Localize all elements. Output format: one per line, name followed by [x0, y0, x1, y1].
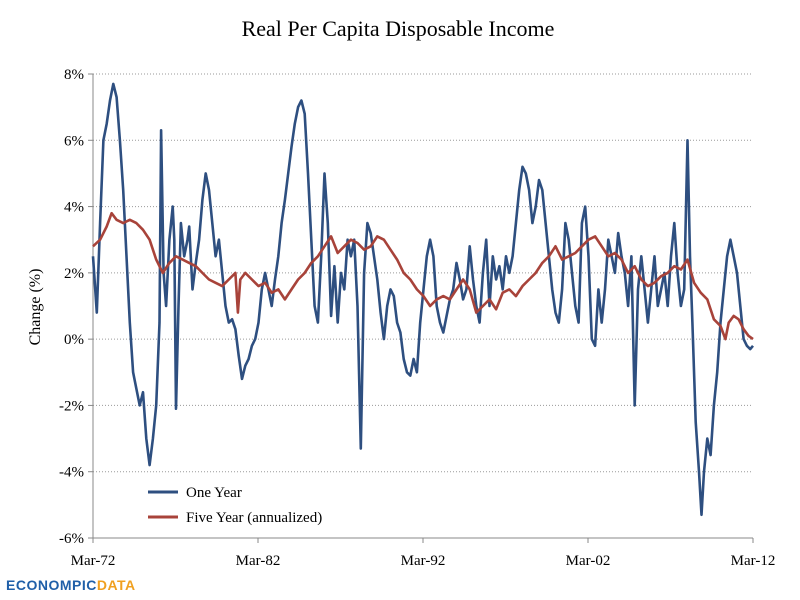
y-axis-label: Change (%)	[27, 269, 44, 346]
logo-conompic: CONOMPIC	[15, 577, 97, 593]
series-line-five-year	[92, 211, 754, 341]
logo-data: DATA	[96, 577, 136, 593]
gridlines	[93, 73, 753, 473]
y-tick-label: 6%	[64, 133, 84, 149]
economicdata-logo: ECONOMPICDATA	[6, 577, 136, 593]
y-tick-label: 2%	[64, 266, 84, 282]
x-tick-label: Mar-12	[731, 553, 776, 569]
y-tick-label: 8%	[64, 67, 84, 83]
chart-title: Real Per Capita Disposable Income	[242, 16, 555, 41]
legend: One Year Five Year (annualized)	[148, 485, 322, 526]
x-tick-labels: Mar-72 Mar-82 Mar-92 Mar-02 Mar-12	[71, 553, 776, 569]
y-tick-label: 4%	[64, 200, 84, 216]
x-tick-label: Mar-92	[401, 553, 446, 569]
logo-e: E	[6, 577, 16, 593]
x-tick-label: Mar-82	[236, 553, 281, 569]
axes	[88, 73, 754, 543]
legend-label-one-year: One Year	[186, 485, 242, 501]
series-lines	[91, 82, 754, 517]
legend-label-five-year: Five Year (annualized)	[186, 510, 322, 526]
x-tick-label: Mar-72	[71, 553, 116, 569]
y-tick-labels: -6% -4% -2% 0% 2% 4% 6% 8%	[59, 67, 84, 547]
series-line-one-year	[91, 82, 754, 517]
y-tick-label: -4%	[59, 465, 84, 481]
x-tick-label: Mar-02	[566, 553, 611, 569]
y-tick-label: 0%	[64, 332, 84, 348]
y-tick-label: -6%	[59, 531, 84, 547]
y-tick-label: -2%	[59, 398, 84, 414]
